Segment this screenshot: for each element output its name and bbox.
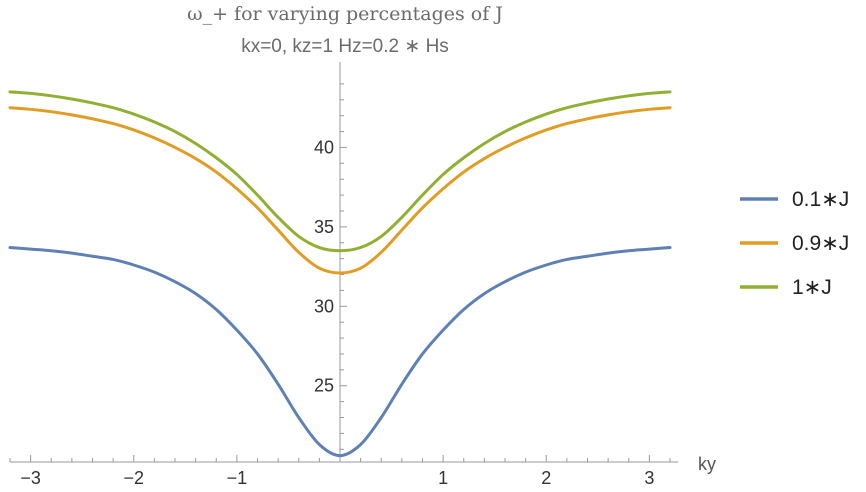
- series-layer: [8, 90, 672, 458]
- series-line-3: [8, 90, 672, 253]
- y-tick-label: 40: [314, 137, 334, 157]
- legend-label: 0.9∗J: [792, 232, 849, 255]
- x-tick-label: −2: [123, 468, 144, 488]
- x-tick-label: −3: [20, 468, 41, 488]
- x-axis-label: ky: [698, 454, 716, 474]
- y-tick-label: 35: [314, 217, 334, 237]
- legend-label: 1∗J: [792, 276, 832, 299]
- x-tick-label: −1: [227, 468, 248, 488]
- series-line-1: [8, 246, 672, 458]
- x-tick-label: 2: [541, 468, 551, 488]
- chart-subtitle: kx=0, kz=1 Hz=0.2 ∗ Hs: [241, 36, 449, 57]
- y-tick-label: 25: [314, 376, 334, 396]
- y-tick-label: 30: [314, 296, 334, 316]
- x-tick-label: 3: [644, 468, 654, 488]
- legend: 0.1∗J 0.9∗J 1∗J: [740, 188, 849, 299]
- chart-title: ω_+ for varying percentages of J: [187, 3, 503, 25]
- axes: −3 −2 −1 1 2 3 25 30 35 40: [9, 62, 678, 488]
- x-tick-label: 1: [438, 468, 448, 488]
- legend-label: 0.1∗J: [792, 188, 849, 211]
- series-line-2: [8, 106, 672, 275]
